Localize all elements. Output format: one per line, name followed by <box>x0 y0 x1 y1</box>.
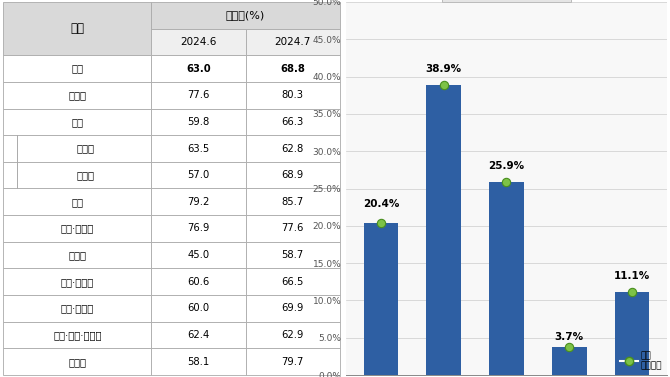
Text: 3.7%: 3.7% <box>555 331 584 342</box>
Bar <box>426 85 461 375</box>
Bar <box>151 348 245 375</box>
Bar <box>245 162 340 188</box>
Text: 57.0: 57.0 <box>188 170 210 180</box>
Text: 80.3: 80.3 <box>281 90 304 100</box>
Text: 79.2: 79.2 <box>187 197 210 207</box>
Text: 66.5: 66.5 <box>281 277 304 287</box>
Text: 76.9: 76.9 <box>187 224 210 233</box>
Bar <box>151 268 245 295</box>
Bar <box>245 29 340 55</box>
Text: 수도권: 수도권 <box>68 90 86 100</box>
Bar <box>151 29 245 55</box>
Text: 대구·부산·경상권: 대구·부산·경상권 <box>53 330 102 340</box>
Bar <box>245 135 340 162</box>
Text: 지방: 지방 <box>71 117 83 127</box>
Bar <box>245 268 340 295</box>
Bar <box>245 215 340 242</box>
Bar <box>3 322 151 348</box>
Bar <box>245 82 340 109</box>
Bar <box>3 268 151 295</box>
Text: 대전·충청권: 대전·충청권 <box>61 277 94 287</box>
Text: 25.9%: 25.9% <box>488 161 525 170</box>
Text: 60.0: 60.0 <box>188 303 210 313</box>
Text: 38.9%: 38.9% <box>425 64 462 74</box>
Bar <box>245 295 340 322</box>
Text: 59.8: 59.8 <box>188 117 210 127</box>
Text: 45.0: 45.0 <box>188 250 210 260</box>
Bar <box>3 135 151 162</box>
Text: 85.7: 85.7 <box>281 197 304 207</box>
Bar <box>364 223 398 375</box>
Text: 62.8: 62.8 <box>281 144 304 153</box>
Bar <box>3 162 151 188</box>
Bar <box>3 242 151 268</box>
Text: 제주권: 제주권 <box>68 357 86 367</box>
Bar <box>151 2 340 29</box>
Bar <box>552 348 586 375</box>
Text: 62.9: 62.9 <box>281 330 304 340</box>
Text: 60.6: 60.6 <box>188 277 210 287</box>
Text: 20.4%: 20.4% <box>362 199 399 209</box>
Bar <box>3 348 151 375</box>
Text: 63.0: 63.0 <box>186 64 211 74</box>
Text: 79.7: 79.7 <box>281 357 304 367</box>
Text: 전국: 전국 <box>71 64 83 74</box>
Bar <box>3 82 151 109</box>
Text: 구분: 구분 <box>70 22 84 35</box>
Bar <box>3 55 151 82</box>
Bar <box>245 242 340 268</box>
Text: 68.8: 68.8 <box>280 64 305 74</box>
Bar <box>151 162 245 188</box>
Text: 58.7: 58.7 <box>281 250 304 260</box>
Bar <box>151 242 245 268</box>
Text: 강원권: 강원권 <box>68 250 86 260</box>
Text: 광주·전라권: 광주·전라권 <box>61 303 94 313</box>
Bar <box>3 2 151 55</box>
Bar <box>245 109 340 135</box>
Bar <box>151 109 245 135</box>
Text: 77.6: 77.6 <box>281 224 304 233</box>
Bar <box>489 182 524 375</box>
Bar <box>615 292 649 375</box>
Text: 66.3: 66.3 <box>281 117 304 127</box>
Text: 2024.7: 2024.7 <box>275 37 311 47</box>
Bar <box>151 135 245 162</box>
Bar <box>151 82 245 109</box>
Text: 광역시: 광역시 <box>77 144 94 153</box>
Bar <box>151 188 245 215</box>
Bar <box>245 55 340 82</box>
Text: 63.5: 63.5 <box>188 144 210 153</box>
Text: 입주율(%): 입주율(%) <box>226 10 265 20</box>
Bar <box>151 55 245 82</box>
Text: 도지역: 도지역 <box>77 170 94 180</box>
Text: 인천·경기권: 인천·경기권 <box>61 224 94 233</box>
Bar <box>151 215 245 242</box>
Text: 2024.6: 2024.6 <box>180 37 216 47</box>
Bar <box>245 188 340 215</box>
Bar <box>151 295 245 322</box>
Legend: 전돌
응답비중: 전돌 응답비중 <box>620 351 662 371</box>
Bar <box>3 295 151 322</box>
Text: 58.1: 58.1 <box>188 357 210 367</box>
Bar <box>151 322 245 348</box>
Text: 77.6: 77.6 <box>187 90 210 100</box>
Text: 서울: 서울 <box>71 197 83 207</box>
Bar <box>245 322 340 348</box>
Bar <box>3 215 151 242</box>
Text: 69.9: 69.9 <box>281 303 304 313</box>
Bar <box>3 188 151 215</box>
Bar <box>245 348 340 375</box>
Text: 62.4: 62.4 <box>188 330 210 340</box>
Text: 11.1%: 11.1% <box>614 271 650 281</box>
Bar <box>3 109 151 135</box>
Text: 68.9: 68.9 <box>281 170 304 180</box>
